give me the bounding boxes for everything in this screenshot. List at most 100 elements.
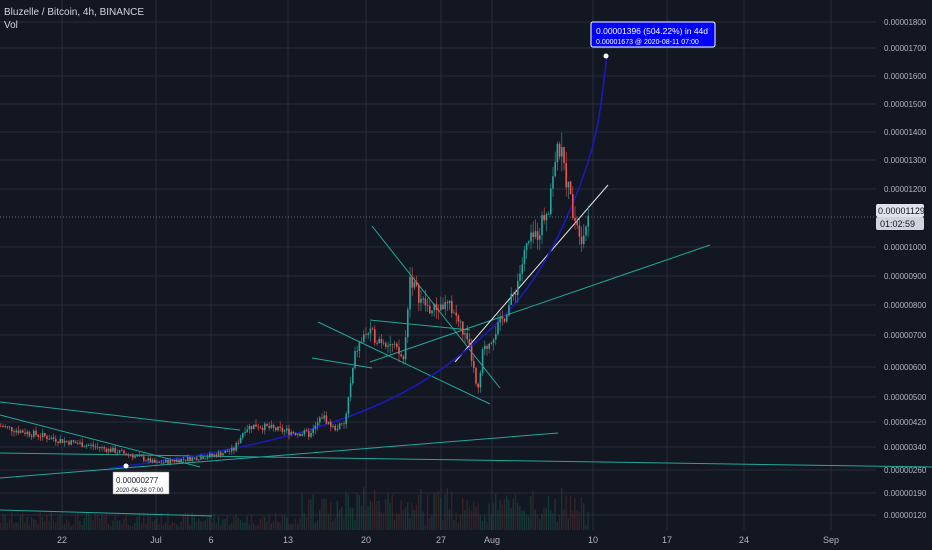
volume-bar <box>85 513 88 530</box>
candle-body <box>15 430 17 433</box>
volume-bar <box>167 512 169 530</box>
trendline[interactable] <box>0 509 213 517</box>
volume-bar <box>268 515 270 530</box>
candle-body <box>151 459 154 463</box>
volume-bar <box>165 522 167 530</box>
trendline[interactable] <box>0 432 559 479</box>
candle-body <box>129 454 132 456</box>
candle-body <box>206 457 209 459</box>
measure-callout[interactable]: 0.00001396 (504.22%) in 44d 0.00001673 @… <box>590 21 716 59</box>
candle-body <box>358 342 361 351</box>
trendline[interactable] <box>0 401 241 431</box>
candle-body <box>74 441 77 444</box>
y-tick-label: 0.00000800 <box>884 301 927 310</box>
volume-bar <box>81 525 83 530</box>
candle-body <box>308 430 310 437</box>
volume-bar <box>389 503 391 530</box>
volume-bar <box>11 512 13 530</box>
candle-body <box>286 428 288 431</box>
candle-body <box>310 432 312 437</box>
candle-body <box>400 354 402 357</box>
candle-body <box>336 429 339 431</box>
candle-body <box>24 432 26 434</box>
x-tick-label: 6 <box>208 535 213 545</box>
volume-bar <box>369 500 371 530</box>
candle-body <box>407 309 409 338</box>
trendline[interactable] <box>369 319 471 331</box>
volume-bar <box>404 507 407 530</box>
volume-bar <box>123 518 125 530</box>
volume-bar <box>376 500 378 530</box>
volume-bar <box>411 503 413 530</box>
candle-body <box>371 328 374 330</box>
y-tick-label: 0.00001800 <box>884 18 927 27</box>
x-tick-label: 13 <box>283 535 293 545</box>
candle-body <box>79 442 81 444</box>
volume-bar <box>446 488 448 530</box>
volume-bar <box>532 490 534 530</box>
candle-body <box>330 421 332 427</box>
volume-bar <box>162 524 165 530</box>
candle-body <box>341 423 343 425</box>
volume-bar <box>479 514 481 530</box>
volume-bar <box>387 492 389 530</box>
candle-body <box>50 437 53 440</box>
volume-bar <box>352 507 354 530</box>
candle-body <box>169 459 171 464</box>
candle-body <box>514 293 517 296</box>
volume-bar <box>499 500 501 530</box>
parabolic-curve[interactable] <box>109 54 608 469</box>
candle-body <box>583 235 585 244</box>
volume-bar <box>325 499 327 530</box>
volume-bar <box>321 498 323 530</box>
candle-body <box>123 450 125 454</box>
callout-line1: 0.00001396 (504.22%) in 44d <box>596 26 708 36</box>
volume-bar <box>125 515 127 530</box>
candle-body <box>488 343 490 349</box>
candle-body <box>572 194 574 218</box>
candle-body <box>376 342 378 344</box>
volume-bar <box>503 498 506 530</box>
volume-bar <box>565 495 567 530</box>
volume-bar <box>525 514 528 530</box>
trendline-white[interactable] <box>454 184 609 363</box>
candle-body <box>332 425 334 427</box>
trendline[interactable] <box>0 414 201 468</box>
candle-body <box>539 235 541 240</box>
volume-bar <box>360 505 363 530</box>
candle-body <box>437 309 440 311</box>
volume-bar <box>103 515 105 530</box>
candle-body <box>37 434 39 437</box>
volume-bar <box>92 520 94 530</box>
candle-body <box>6 426 9 428</box>
volume-bar <box>459 515 462 530</box>
volume-bar <box>35 519 37 530</box>
low-callout[interactable]: 0.00000277 2020-06-28 07:00 <box>112 463 170 495</box>
volume-bar <box>534 509 536 530</box>
trendline[interactable] <box>311 357 373 369</box>
candle-body <box>96 446 99 448</box>
candle-body <box>422 298 424 300</box>
x-tick-label: 27 <box>436 535 446 545</box>
volume-bar <box>48 520 50 530</box>
trendline[interactable] <box>0 452 932 468</box>
candle-body <box>103 447 105 449</box>
y-tick-label: 0.00001600 <box>884 72 927 81</box>
volume-bar <box>407 502 409 530</box>
candle-body <box>292 431 295 434</box>
volume-bar <box>59 514 61 530</box>
candle-body <box>215 454 218 457</box>
candle-body <box>534 231 537 238</box>
candle-body <box>418 285 420 303</box>
volume-bar <box>279 523 281 530</box>
volume-bar <box>442 520 444 530</box>
candle-body <box>272 424 275 428</box>
trendline[interactable] <box>369 244 711 363</box>
candle-body <box>363 334 365 342</box>
volume-bar <box>112 520 114 530</box>
candle-body <box>455 312 457 316</box>
candle-body <box>578 225 581 237</box>
volume-bar <box>37 524 39 530</box>
trendline[interactable] <box>317 321 491 405</box>
